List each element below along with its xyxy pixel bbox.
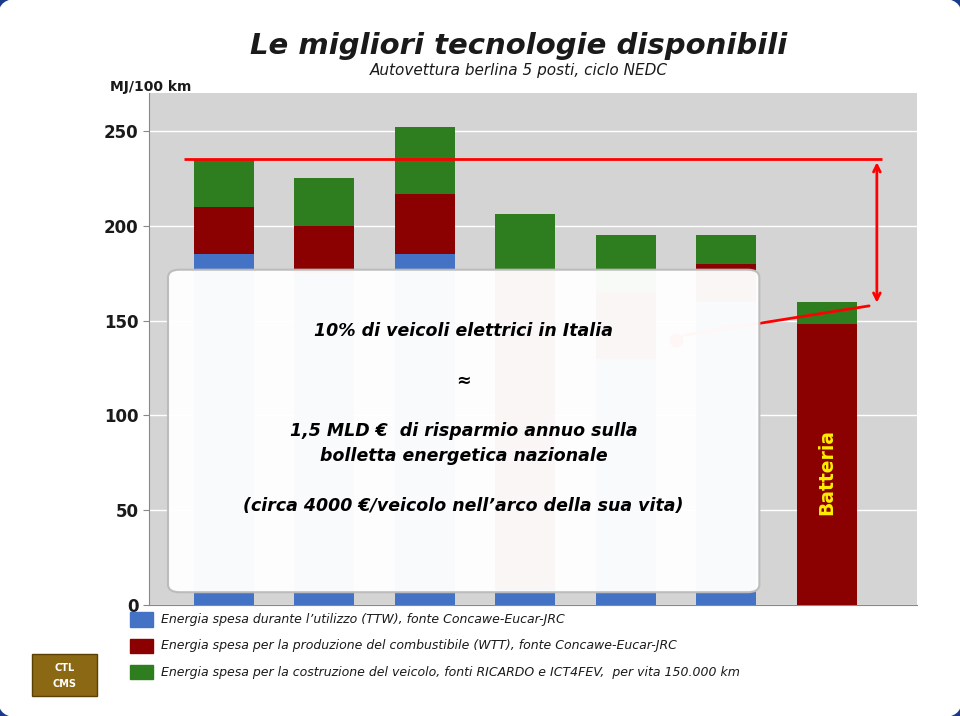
Text: MJ/100 km: MJ/100 km bbox=[110, 80, 192, 95]
Bar bbox=[595, 236, 656, 292]
Text: Energia spesa durante l’utilizzo (TTW), fonte Concawe-Eucar-JRC: Energia spesa durante l’utilizzo (TTW), … bbox=[161, 613, 565, 626]
Bar bbox=[194, 160, 254, 207]
Bar bbox=[595, 292, 656, 359]
Bar bbox=[797, 301, 856, 324]
Text: Energia spesa per la produzione del combustibile (WTT), fonte Concawe-Eucar-JRC: Energia spesa per la produzione del comb… bbox=[161, 639, 677, 652]
Bar bbox=[595, 359, 656, 605]
Text: Le migliori tecnologie disponibili: Le migliori tecnologie disponibili bbox=[250, 32, 787, 60]
Text: Autovettura berlina 5 posti, ciclo NEDC: Autovettura berlina 5 posti, ciclo NEDC bbox=[370, 63, 667, 78]
Bar bbox=[797, 324, 856, 605]
Bar bbox=[194, 254, 254, 605]
Text: Energia spesa per la costruzione del veicolo, fonti RICARDO e ICT4FEV,  per vita: Energia spesa per la costruzione del vei… bbox=[161, 666, 740, 679]
Bar bbox=[395, 127, 455, 193]
Bar bbox=[395, 254, 455, 605]
Bar bbox=[294, 178, 354, 226]
Text: CMS: CMS bbox=[53, 679, 77, 689]
Bar bbox=[194, 207, 254, 254]
Bar bbox=[294, 226, 354, 274]
Bar bbox=[495, 271, 556, 590]
Text: 10% di veicoli elettrici in Italia

≈

1,5 MLD €  di risparmio annuo sulla
bolle: 10% di veicoli elettrici in Italia ≈ 1,5… bbox=[244, 321, 684, 515]
Bar bbox=[696, 263, 756, 301]
Bar bbox=[696, 301, 756, 605]
Bar bbox=[495, 590, 556, 605]
Text: CTL: CTL bbox=[55, 663, 75, 673]
FancyBboxPatch shape bbox=[168, 270, 759, 592]
Bar bbox=[395, 193, 455, 254]
Bar bbox=[294, 274, 354, 605]
Bar bbox=[495, 214, 556, 271]
Text: Batteria: Batteria bbox=[817, 430, 836, 516]
Bar bbox=[696, 236, 756, 263]
